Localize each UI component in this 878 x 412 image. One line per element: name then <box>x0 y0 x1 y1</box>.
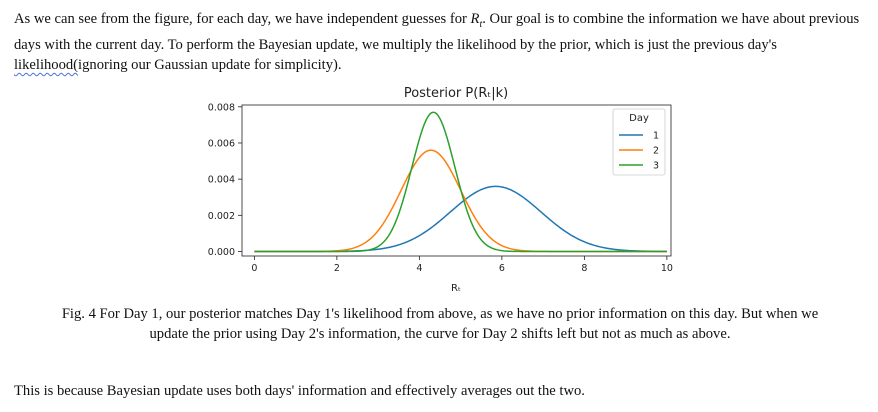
y-tick-label-0.002: 0.002 <box>208 211 235 222</box>
x-axis-label: Rₜ <box>451 283 461 294</box>
y-tick-label-0.006: 0.006 <box>208 138 235 149</box>
intro-text-1: As we can see from the figure, for each … <box>14 11 471 27</box>
chart-title: Posterior P(Rₜ|k) <box>404 86 508 101</box>
caption-line-1: Fig. 4 For Day 1, our posterior matches … <box>61 306 819 322</box>
posterior-chart: Posterior P(Rₜ|k) 0 2 4 6 8 10 0.000 0.002 0.004… <box>208 86 673 294</box>
axes-frame <box>241 104 672 257</box>
caption-line-2: update the prior using Day 2's informati… <box>149 326 731 342</box>
figure-caption: Fig. 4 For Day 1, our posterior matches … <box>14 304 866 344</box>
x-tick-label-4: 4 <box>416 263 422 274</box>
closing-paragraph: This is because Bayesian update uses bot… <box>14 383 585 399</box>
legend-title: Day <box>629 113 649 124</box>
x-tick-label-10: 10 <box>661 263 673 274</box>
y-tick-label-0.004: 0.004 <box>208 175 235 186</box>
series-line-day-1 <box>254 185 667 253</box>
r-variable: Rt <box>470 11 483 30</box>
posterior-figure: Posterior P(Rₜ|k) 0 2 4 6 8 10 0.000 0.002 0.004… <box>190 80 690 295</box>
series-line-day-3 <box>254 111 667 253</box>
series-line-day-2 <box>254 149 667 253</box>
y-tick-label-0.008: 0.008 <box>208 102 235 113</box>
x-tick-label-0: 0 <box>251 263 257 274</box>
intro-text-3: ignoring our Gaussian update for simplic… <box>78 56 342 73</box>
misspelled-word[interactable]: likelihood( <box>14 56 79 73</box>
x-tick-label-8: 8 <box>581 263 587 274</box>
y-tick-label-0.000: 0.000 <box>208 247 235 258</box>
legend-label-day-3: 3 <box>653 161 659 172</box>
legend-label-day-2: 2 <box>653 146 659 157</box>
x-tick-label-6: 6 <box>499 263 505 274</box>
x-tick-label-2: 2 <box>334 263 340 274</box>
intro-text-2: . Our goal is to combine the information… <box>14 11 860 53</box>
intro-paragraph: As we can see from the figure, for each … <box>14 9 866 75</box>
legend-box <box>612 108 666 176</box>
legend-label-day-1: 1 <box>653 131 659 142</box>
